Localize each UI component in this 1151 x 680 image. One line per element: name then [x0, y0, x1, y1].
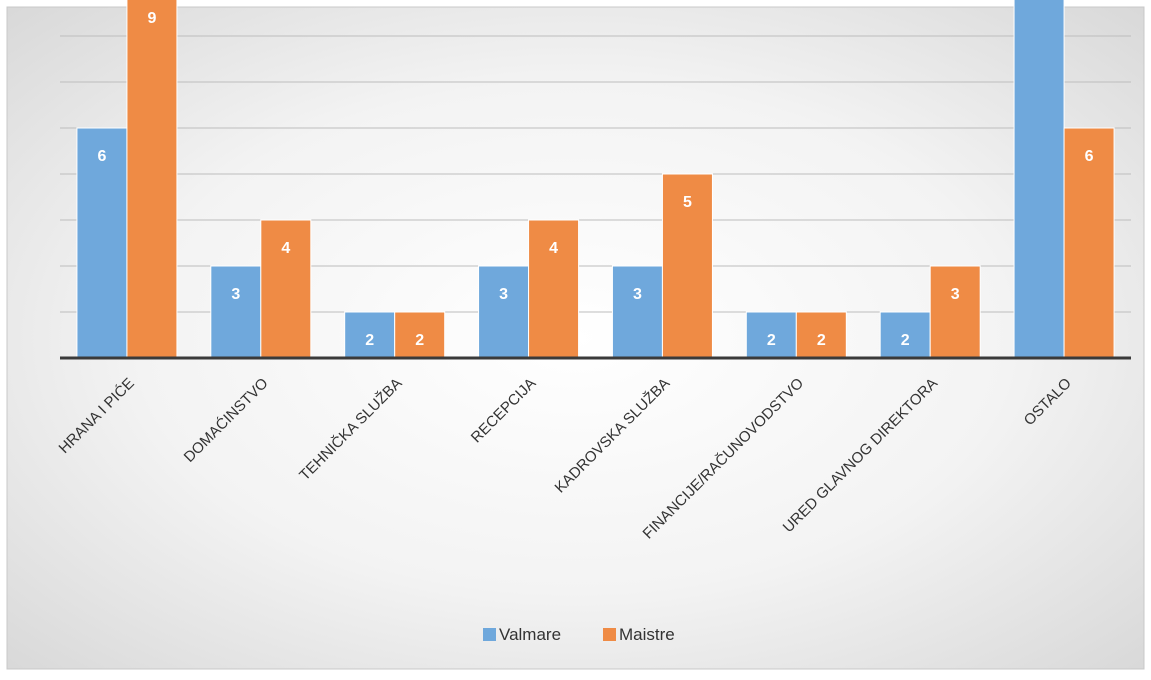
- bar-maistre-6: [929, 265, 981, 359]
- data-label: 5: [683, 194, 692, 211]
- bar-valmare-4: [611, 265, 663, 359]
- bar-valmare-5: [745, 311, 797, 359]
- data-label: 4: [549, 240, 558, 257]
- bar-maistre-1: [260, 219, 312, 359]
- bars: 69342234352223136: [76, 0, 1115, 359]
- bar-valmare-6: [879, 311, 931, 359]
- data-label: 2: [901, 332, 910, 349]
- bar-maistre-4: [661, 173, 713, 359]
- data-label: 3: [499, 286, 508, 303]
- bar-valmare-0: [76, 127, 128, 359]
- data-label: 3: [633, 286, 642, 303]
- legend-label-maistre: Maistre: [619, 625, 675, 644]
- data-label: 2: [365, 332, 374, 349]
- legend-swatch-valmare: [483, 628, 496, 641]
- bar-maistre-7: [1063, 127, 1115, 359]
- bar-valmare-7: [1013, 0, 1065, 359]
- legend-swatch-maistre: [603, 628, 616, 641]
- bar-maistre-5: [795, 311, 847, 359]
- legend-label-valmare: Valmare: [499, 625, 561, 644]
- bar-valmare-3: [478, 265, 530, 359]
- data-label: 2: [415, 332, 424, 349]
- bar-maistre-2: [394, 311, 446, 359]
- data-label: 3: [231, 286, 240, 303]
- data-label: 9: [147, 10, 156, 27]
- data-label: 2: [817, 332, 826, 349]
- bar-valmare-1: [210, 265, 262, 359]
- bar-maistre-0: [126, 0, 178, 359]
- data-label: 3: [951, 286, 960, 303]
- data-label: 6: [1085, 148, 1094, 165]
- bar-valmare-2: [344, 311, 396, 359]
- data-label: 2: [767, 332, 776, 349]
- bar-maistre-3: [528, 219, 580, 359]
- legend: Valmare Maistre: [483, 625, 675, 644]
- data-label: 4: [281, 240, 290, 257]
- data-label: 6: [97, 148, 106, 165]
